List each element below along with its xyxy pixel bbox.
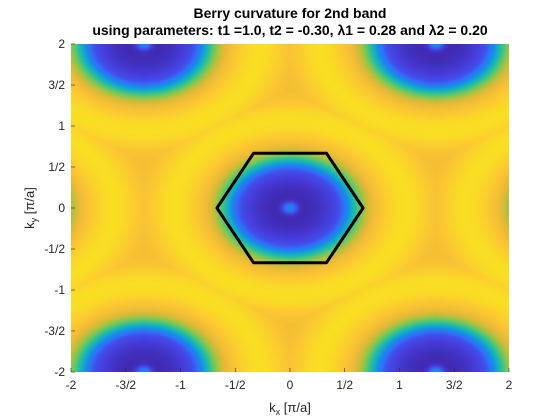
y-axis-label: ky [π/a]	[22, 187, 39, 229]
x-tick-label: 1	[396, 378, 403, 392]
brillouin-zone-hexagon	[215, 151, 365, 265]
x-tick-label: -3/2	[115, 378, 136, 392]
y-tick-label: -1	[54, 283, 65, 297]
y-axis-ticks: -2 -3/2 -1 -1/2 0 1/2 1 3/2 2	[44, 37, 75, 379]
x-tick-label: -2	[66, 378, 77, 392]
y-tick-label: 1/2	[48, 160, 65, 174]
y-tick-label: -1/2	[44, 242, 65, 256]
y-tick-label: -2	[54, 365, 65, 379]
y-tick-label: 3/2	[48, 78, 65, 92]
x-tick-label: 0	[287, 378, 294, 392]
x-tick-label: 1/2	[336, 378, 353, 392]
x-tick-label: 2	[506, 378, 513, 392]
x-axis-label: kx [π/a]	[269, 400, 311, 417]
y-tick-label: -3/2	[44, 324, 65, 338]
berry-curvature-heatmap	[71, 44, 509, 372]
y-tick-label: 1	[58, 119, 65, 133]
x-tick-label: -1/2	[225, 378, 246, 392]
y-tick-label: 2	[58, 37, 65, 51]
chart-title: Berry curvature for 2nd band	[194, 5, 387, 21]
y-tick-label: 0	[58, 201, 65, 215]
plot-area	[71, 44, 509, 372]
chart-subtitle: using parameters: t1 =1.0, t2 = -0.30, λ…	[92, 22, 488, 38]
x-axis-ticks: -2 -3/2 -1 -1/2 0 1/2 1 3/2 2	[66, 368, 513, 392]
x-tick-label: 3/2	[446, 378, 463, 392]
x-tick-label: -1	[175, 378, 186, 392]
